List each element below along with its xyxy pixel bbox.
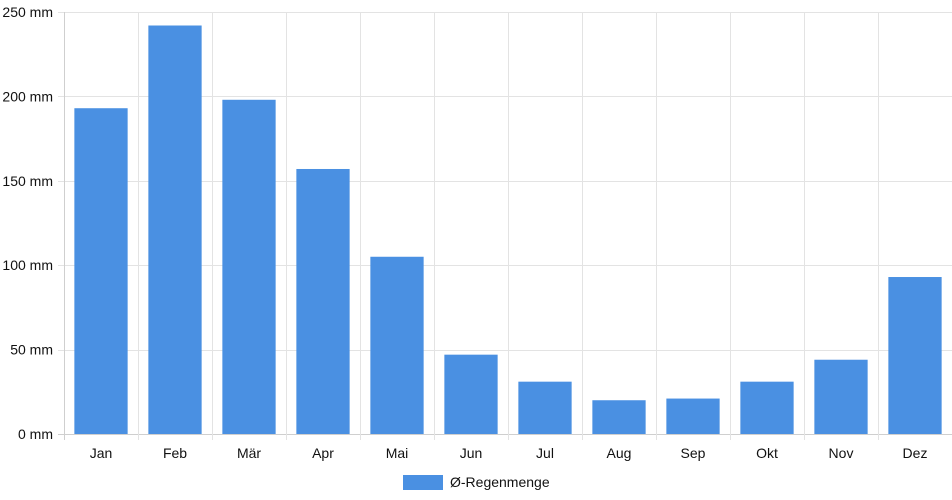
x-tick-label: Jul: [536, 445, 554, 461]
y-axis: 0 mm 50 mm 100 mm 150 mm 200 mm 250 mm: [2, 4, 53, 442]
grid: [58, 12, 952, 440]
x-tick-label: Nov: [829, 445, 854, 461]
x-tick-label: Dez: [903, 445, 928, 461]
x-tick-label: Jun: [460, 445, 483, 461]
bar-feb[interactable]: [148, 25, 202, 435]
bar-nov[interactable]: [814, 359, 868, 434]
x-axis: Jan Feb Mär Apr Mai Jun Jul Aug Sep Okt Nov Dez: [90, 445, 928, 461]
y-tick-label: 50 mm: [10, 342, 53, 358]
y-tick-label: 250 mm: [2, 4, 53, 20]
legend[interactable]: Ø-Regenmenge: [403, 474, 550, 490]
y-tick-label: 100 mm: [2, 257, 53, 273]
x-tick-label: Aug: [607, 445, 632, 461]
x-tick-label: Feb: [163, 445, 187, 461]
x-tick-label: Apr: [312, 445, 334, 461]
legend-swatch[interactable]: [403, 475, 443, 490]
bar-okt[interactable]: [740, 381, 794, 434]
x-tick-label: Mär: [237, 445, 261, 461]
x-tick-label: Okt: [756, 445, 778, 461]
bar-aug[interactable]: [592, 400, 646, 434]
bars: [74, 25, 942, 435]
bar-mai[interactable]: [370, 256, 424, 434]
x-tick-label: Sep: [681, 445, 706, 461]
legend-label[interactable]: Ø-Regenmenge: [450, 474, 550, 490]
y-tick-label: 0 mm: [18, 426, 53, 442]
x-tick-label: Mai: [386, 445, 409, 461]
y-tick-label: 200 mm: [2, 88, 53, 104]
bar-apr[interactable]: [296, 168, 350, 434]
bar-sep[interactable]: [666, 398, 720, 434]
y-tick-label: 150 mm: [2, 173, 53, 189]
bar-mär[interactable]: [222, 99, 276, 434]
x-tick-label: Jan: [90, 445, 113, 461]
bar-jan[interactable]: [74, 108, 128, 434]
bar-jun[interactable]: [444, 354, 498, 434]
bar-jul[interactable]: [518, 381, 572, 434]
bar-dez[interactable]: [888, 277, 942, 434]
